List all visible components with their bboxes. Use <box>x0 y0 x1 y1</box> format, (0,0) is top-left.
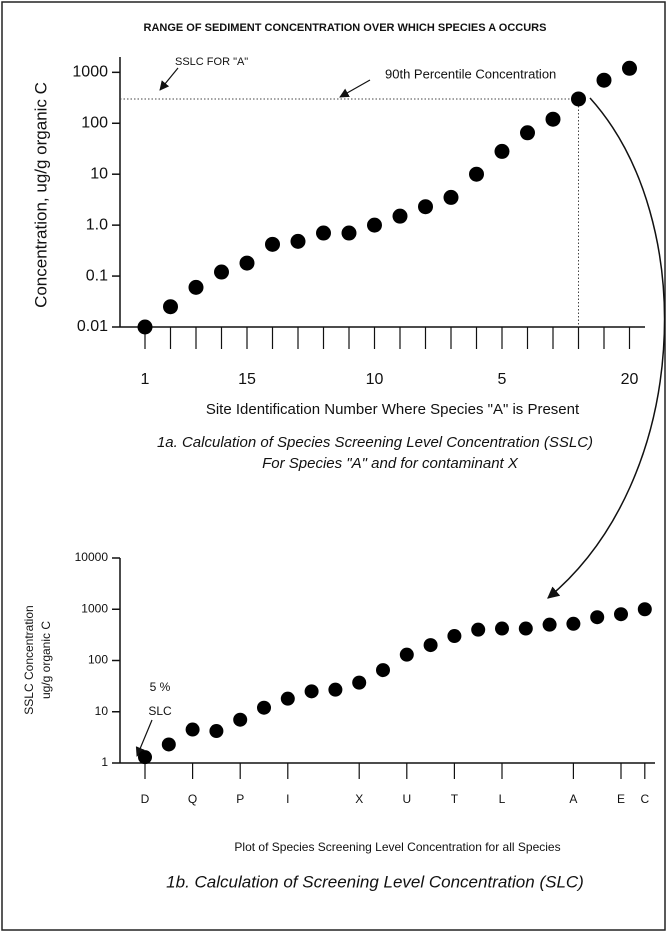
point <box>418 199 433 215</box>
caption: 1a. Calculation of Species Screening Lev… <box>157 434 593 451</box>
x-tick-label: T <box>451 792 459 806</box>
point <box>622 60 637 76</box>
x-tick-label: P <box>236 792 244 806</box>
y-tick-label: 0.1 <box>86 267 108 284</box>
annotation-arrow <box>135 719 153 757</box>
point <box>161 737 176 752</box>
y-axis-label: ug/g organic C <box>39 621 53 699</box>
x-tick-label: 10 <box>366 371 384 388</box>
y-tick-label: 100 <box>81 114 108 131</box>
x-tick-label: 5 <box>498 371 507 388</box>
caption: For Species "A" and for contaminant X <box>262 455 519 472</box>
annotation: SLC <box>148 704 172 718</box>
point <box>185 722 200 737</box>
point <box>280 691 295 706</box>
link-arrow <box>547 97 666 599</box>
point <box>239 255 255 271</box>
y-axis-label: SSLC Concentration <box>22 605 36 714</box>
x-tick-label: D <box>141 792 150 806</box>
point <box>265 236 280 252</box>
caption: 1b. Calculation of Screening Level Conce… <box>166 872 584 891</box>
point <box>566 616 581 631</box>
chart-title: RANGE OF SEDIMENT CONCENTRATION OVER WHI… <box>144 22 547 34</box>
point <box>423 638 438 653</box>
point <box>304 684 319 699</box>
point <box>495 621 509 636</box>
annotation: 5 % <box>150 680 171 694</box>
point <box>447 629 462 644</box>
y-axis-label: Concentration, ug/g organic C <box>31 82 50 308</box>
point <box>471 622 486 637</box>
annotation-arrow <box>159 67 179 91</box>
annotation: SSLC FOR "A" <box>175 56 248 68</box>
y-tick-label: 0.01 <box>77 318 108 335</box>
y-tick-label: 10 <box>90 165 108 182</box>
point <box>138 750 152 765</box>
x-tick-label: X <box>355 792 363 806</box>
point <box>571 91 586 107</box>
point <box>542 617 557 632</box>
y-tick-label: 1.0 <box>86 216 108 233</box>
point <box>392 208 408 224</box>
x-tick-label: Q <box>188 792 197 806</box>
annotation-arrow <box>339 79 371 98</box>
point <box>637 602 652 617</box>
annotation: 90th Percentile Concentration <box>385 66 556 81</box>
y-tick-label: 100 <box>88 653 108 667</box>
x-tick-label: 15 <box>238 371 256 388</box>
x-axis-label: Plot of Species Screening Level Concentr… <box>234 840 560 854</box>
point <box>257 700 271 715</box>
point <box>163 299 178 315</box>
point <box>290 233 306 249</box>
x-axis-label: Site Identification Number Where Species… <box>206 401 580 418</box>
x-tick-label: 1 <box>141 371 150 388</box>
point <box>469 166 484 182</box>
point <box>518 621 533 636</box>
point <box>188 279 204 295</box>
x-tick-label: I <box>286 792 289 806</box>
point <box>209 724 224 739</box>
point <box>520 125 535 141</box>
point <box>233 712 248 727</box>
point <box>399 647 414 662</box>
point <box>341 225 357 241</box>
point <box>376 663 390 678</box>
point <box>328 682 343 697</box>
x-tick-label: C <box>640 792 649 806</box>
point <box>352 675 367 690</box>
point <box>367 217 382 233</box>
x-tick-label: U <box>402 792 411 806</box>
x-tick-label: A <box>569 792 577 806</box>
y-tick-label: 1000 <box>81 601 108 615</box>
x-tick-label: L <box>499 792 506 806</box>
y-tick-label: 1000 <box>72 64 108 81</box>
point <box>614 607 628 622</box>
point <box>545 111 561 127</box>
point <box>137 319 153 335</box>
y-tick-label: 10 <box>95 704 109 718</box>
point <box>443 189 459 205</box>
x-tick-label: 20 <box>621 371 639 388</box>
point <box>214 264 229 280</box>
point <box>494 143 510 159</box>
point <box>590 610 605 625</box>
y-tick-label: 1 <box>101 755 108 769</box>
y-tick-label: 10000 <box>75 550 109 564</box>
point <box>316 225 331 241</box>
x-tick-label: E <box>617 792 625 806</box>
point <box>596 72 612 88</box>
